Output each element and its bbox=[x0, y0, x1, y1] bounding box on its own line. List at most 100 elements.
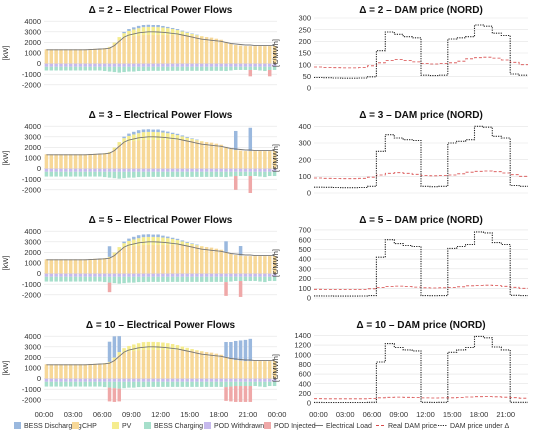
bar-pod-withdrawn bbox=[185, 273, 189, 277]
bar-pod-withdrawn bbox=[73, 63, 78, 67]
bar-pod-injected bbox=[229, 386, 233, 402]
bar-bess-charging bbox=[151, 381, 155, 387]
bar-pv bbox=[170, 134, 175, 140]
bar-pod-withdrawn bbox=[175, 168, 180, 172]
bar-pv bbox=[117, 142, 121, 146]
bar-pod-withdrawn bbox=[93, 273, 97, 277]
bar-pv bbox=[146, 26, 151, 35]
bar-chp bbox=[146, 244, 151, 274]
bar-bess-charging bbox=[253, 171, 257, 177]
bar-bess-charging bbox=[78, 66, 83, 71]
bar-bess-charging bbox=[267, 276, 272, 282]
bar-pod-withdrawn bbox=[166, 63, 170, 67]
bar-chp bbox=[122, 37, 126, 64]
bar-bess-charging bbox=[93, 276, 97, 282]
bar-bess-charging bbox=[238, 381, 243, 387]
bar-pv bbox=[161, 27, 165, 35]
bar-pod-withdrawn bbox=[258, 378, 262, 382]
bar-pv bbox=[190, 349, 194, 351]
bar-pod-withdrawn bbox=[93, 63, 97, 67]
bar-pod-withdrawn bbox=[117, 273, 121, 277]
bar-pod-withdrawn bbox=[127, 273, 131, 277]
bar-pv bbox=[146, 236, 151, 245]
bar-pv bbox=[180, 241, 185, 246]
bar-chp bbox=[180, 35, 185, 64]
bar-pod-withdrawn bbox=[263, 378, 267, 382]
bar-bess-charging bbox=[136, 276, 141, 283]
legend-item: CHP bbox=[72, 422, 97, 430]
bar-chp bbox=[141, 139, 146, 169]
bar-pod-withdrawn bbox=[59, 63, 63, 67]
bar-bess-discharging bbox=[132, 131, 136, 135]
bar-pod-withdrawn bbox=[224, 168, 228, 172]
bar-bess-charging bbox=[156, 276, 160, 282]
bar-pod-withdrawn bbox=[204, 168, 209, 172]
bar-bess-charging bbox=[127, 276, 131, 283]
y-tick-label: 1200 bbox=[294, 341, 311, 350]
bar-bess-charging bbox=[233, 276, 238, 282]
bar-bess-charging bbox=[180, 171, 185, 177]
bar-chp bbox=[272, 256, 277, 274]
bar-bess-charging bbox=[141, 276, 146, 283]
bar-chp bbox=[156, 349, 160, 379]
bar-pod-withdrawn bbox=[44, 273, 49, 277]
bar-chp bbox=[204, 142, 209, 169]
bar-bess-charging bbox=[88, 276, 92, 282]
y-tick-label: -2000 bbox=[22, 185, 41, 194]
bar-pod-withdrawn bbox=[132, 273, 136, 277]
dam-price-under-delta-line bbox=[314, 335, 528, 404]
legend-label: DAM price under Δ bbox=[450, 423, 509, 430]
bar-chp bbox=[49, 49, 54, 64]
bar-chp bbox=[233, 45, 238, 64]
bar-pod-withdrawn bbox=[209, 378, 214, 382]
bar-bess-discharging bbox=[107, 246, 112, 257]
bar-chp bbox=[224, 251, 228, 274]
bar-bess-charging bbox=[151, 171, 155, 177]
bar-bess-charging bbox=[263, 171, 267, 178]
bar-pod-withdrawn bbox=[175, 378, 180, 382]
bar-chp bbox=[132, 351, 136, 379]
bar-chp bbox=[64, 364, 68, 379]
bar-bess-charging bbox=[78, 276, 83, 282]
bar-bess-charging bbox=[98, 66, 102, 71]
bar-chp bbox=[59, 49, 63, 64]
bar-pod-withdrawn bbox=[49, 273, 54, 277]
bar-pod-withdrawn bbox=[190, 63, 194, 67]
bar-chp bbox=[248, 361, 253, 379]
bar-bess-charging bbox=[49, 66, 54, 71]
y-tick-label: 1000 bbox=[24, 49, 41, 58]
bar-bess-charging bbox=[64, 381, 68, 387]
bar-bess-discharging bbox=[161, 25, 165, 28]
bar-bess-charging bbox=[151, 66, 155, 71]
bar-chp bbox=[209, 352, 214, 379]
bar-pod-withdrawn bbox=[146, 378, 151, 382]
bar-bess-discharging bbox=[127, 29, 131, 31]
bar-bess-charging bbox=[170, 276, 175, 282]
bar-pod-withdrawn bbox=[107, 273, 112, 277]
bar-bess-charging bbox=[180, 276, 185, 282]
legend-label: Real DAM price bbox=[388, 423, 437, 430]
bar-chp bbox=[166, 349, 170, 379]
x-tick-label: 21:00 bbox=[238, 410, 257, 419]
bar-chp bbox=[141, 244, 146, 274]
real-dam-price-line bbox=[314, 170, 528, 180]
bar-pv bbox=[151, 131, 155, 140]
bar-bess-charging bbox=[161, 171, 165, 177]
bar-pod-withdrawn bbox=[59, 273, 63, 277]
bar-chp bbox=[44, 154, 49, 169]
x-tick-label: 03:00 bbox=[336, 410, 355, 419]
bar-pod-withdrawn bbox=[209, 273, 214, 277]
bar-pv bbox=[136, 238, 141, 246]
bar-bess-discharging bbox=[166, 131, 170, 134]
y-tick-label: 400 bbox=[298, 255, 311, 264]
bar-bess-charging bbox=[93, 66, 97, 71]
bar-pod-withdrawn bbox=[190, 378, 194, 382]
bar-chp bbox=[263, 151, 267, 169]
bar-pod-withdrawn bbox=[49, 378, 54, 382]
bar-chp bbox=[161, 34, 165, 64]
bar-chp bbox=[170, 34, 175, 64]
bar-pod-withdrawn bbox=[233, 63, 238, 67]
bar-pod-withdrawn bbox=[98, 378, 102, 382]
x-tick-label: 12:00 bbox=[151, 410, 170, 419]
bar-pod-withdrawn bbox=[122, 168, 126, 172]
